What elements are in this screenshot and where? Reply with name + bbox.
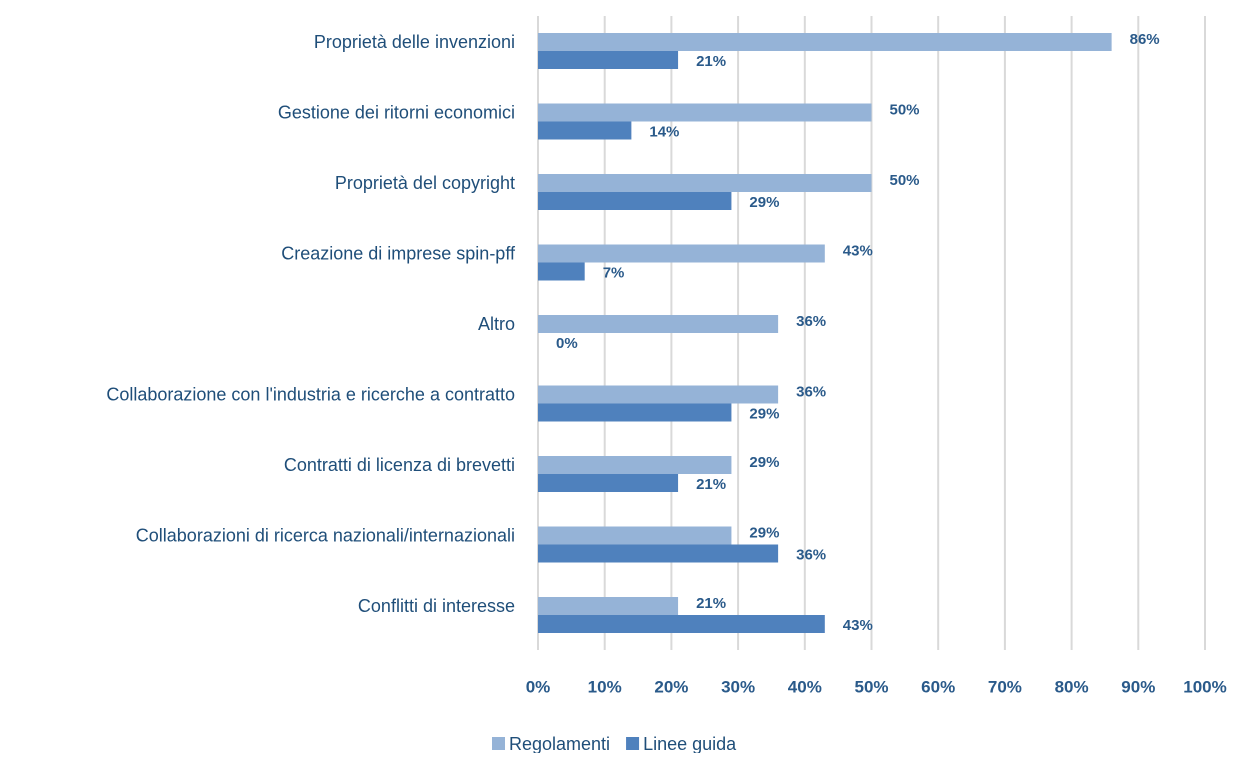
value-label: 50% — [890, 172, 920, 189]
bar — [538, 526, 732, 545]
bar — [538, 315, 779, 333]
value-label: 29% — [749, 194, 779, 211]
x-tick-label: 100% — [1183, 677, 1226, 696]
category-label: Gestione dei ritorni economici — [278, 102, 515, 122]
bar — [538, 597, 679, 615]
value-label: 43% — [843, 242, 873, 259]
x-tick-label: 80% — [1055, 677, 1089, 696]
bar — [538, 474, 679, 492]
value-label: 86% — [1130, 31, 1160, 48]
x-tick-label: 90% — [1121, 677, 1155, 696]
x-tick-label: 20% — [654, 677, 688, 696]
value-label: 21% — [696, 53, 726, 70]
x-tick-label: 10% — [588, 677, 622, 696]
bar — [538, 51, 679, 69]
bar — [538, 192, 732, 210]
bar — [538, 244, 825, 263]
category-label: Collaborazione con l'industria e ricerch… — [106, 384, 515, 404]
value-label: 7% — [603, 264, 625, 281]
value-label: 36% — [796, 313, 826, 330]
value-label: 36% — [796, 383, 826, 400]
bar — [538, 174, 872, 192]
category-label: Proprietà delle invenzioni — [314, 32, 515, 52]
bar — [538, 456, 732, 474]
legend-label: Linee guida — [643, 734, 737, 753]
value-label: 14% — [649, 123, 679, 140]
bar — [538, 103, 872, 122]
x-tick-label: 50% — [854, 677, 888, 696]
category-label: Creazione di imprese spin-pff — [281, 243, 516, 263]
value-label: 43% — [843, 617, 873, 634]
bar — [538, 121, 632, 140]
x-tick-label: 40% — [788, 677, 822, 696]
value-label: 21% — [696, 595, 726, 612]
category-label: Contratti di licenza di brevetti — [284, 455, 515, 475]
bar — [538, 544, 779, 563]
value-label: 29% — [749, 454, 779, 471]
category-label: Conflitti di interesse — [358, 596, 515, 616]
legend-swatch — [626, 737, 640, 750]
x-tick-label: 0% — [526, 677, 551, 696]
bar — [538, 33, 1112, 51]
legend-label: Regolamenti — [509, 734, 610, 753]
bar — [538, 615, 825, 633]
value-label: 29% — [749, 405, 779, 422]
bar — [538, 385, 779, 404]
x-tick-label: 60% — [921, 677, 955, 696]
x-tick-label: 30% — [721, 677, 755, 696]
x-tick-label: 70% — [988, 677, 1022, 696]
category-label: Altro — [478, 314, 515, 334]
category-label: Collaborazioni di ricerca nazionali/inte… — [136, 525, 515, 545]
value-label: 50% — [890, 101, 920, 118]
value-label: 21% — [696, 476, 726, 493]
bar — [538, 403, 732, 422]
value-label: 29% — [749, 524, 779, 541]
value-label: 0% — [556, 335, 578, 352]
bar — [538, 262, 585, 281]
legend-swatch — [492, 737, 505, 750]
value-label: 36% — [796, 546, 826, 563]
category-label: Proprietà del copyright — [335, 173, 515, 193]
